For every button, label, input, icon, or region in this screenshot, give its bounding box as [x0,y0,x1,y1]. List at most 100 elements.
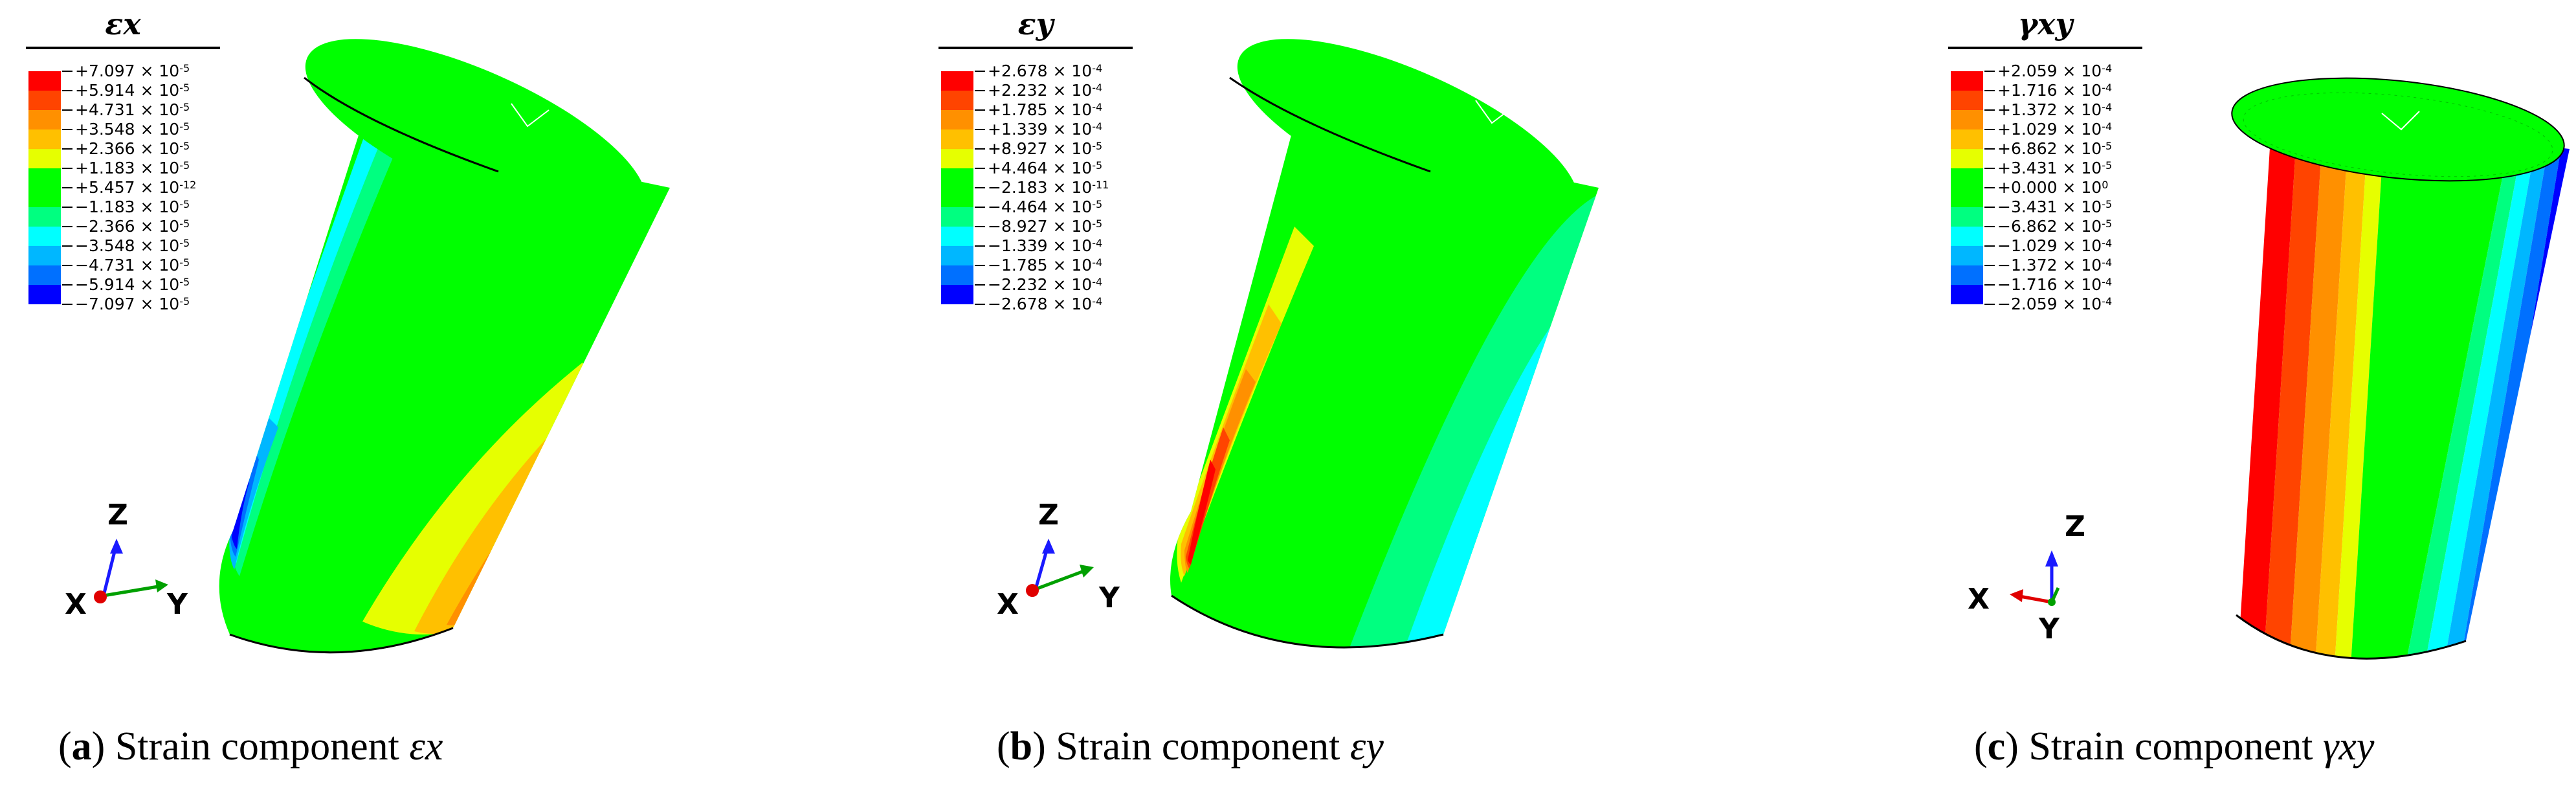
legend-value: +2.366 × 10-5 [75,139,190,158]
legend-rule [26,47,220,49]
legend-tick [975,304,985,305]
legend-value-exponent: -4 [1092,256,1103,269]
legend-swatch [941,227,973,246]
legend-tick [62,226,72,227]
legend-tick [62,284,72,286]
legend-swatch [941,149,973,168]
caption-symbol: εx [409,724,443,769]
legend-swatch [1951,285,1983,304]
legend-value: −7.097 × 10-5 [75,295,190,313]
legend-tick [975,284,985,286]
legend-value-mantissa: −3.548 [75,236,135,255]
legend-value: +3.431 × 10-5 [1997,159,2113,177]
legend-swatch [941,246,973,265]
legend-tick [1984,109,1995,111]
legend-value-mantissa: −4.731 [75,256,135,275]
legend-tick [62,168,72,169]
legend-tick [1984,71,1995,72]
legend-value-exponent: -4 [1092,120,1103,133]
legend-value-exponent: -5 [2102,218,2113,230]
legend-value: +2.232 × 10-4 [988,81,1103,100]
legend-value-exponent: -5 [1092,159,1103,172]
legend-swatch [1951,110,1983,129]
legend-tick [62,129,72,130]
legend-value-exponent: -4 [2102,256,2113,269]
legend-value-mantissa: −1.183 [75,197,135,216]
legend-value: −8.927 × 10-5 [988,217,1103,236]
legend-value: −1.785 × 10-4 [988,256,1103,275]
caption-symbol: γxy [2322,724,2375,769]
legend-swatch [28,110,61,129]
legend-value: +6.862 × 10-5 [1997,139,2113,158]
legend-value: −6.862 × 10-5 [1997,217,2113,236]
legend-value: −4.464 × 10-5 [988,197,1103,216]
legend-value: −4.731 × 10-5 [75,256,190,275]
legend-value: −3.548 × 10-5 [75,236,190,255]
legend-value-mantissa: +2.059 [1997,62,2058,80]
legend-value-exponent: -4 [2102,62,2113,74]
legend-swatch [28,168,61,188]
legend-value-exponent: -5 [179,62,190,74]
caption-text: Strain component [2018,724,2323,769]
legend-value-exponent: -5 [179,159,190,172]
legend-value: +1.716 × 10-4 [1997,81,2113,100]
legend-swatch [28,71,61,91]
legend-value-mantissa: −6.862 [1997,217,2058,236]
legend-value-mantissa: +1.339 [988,120,1048,139]
legend-value-mantissa: +2.678 [988,62,1048,80]
legend-swatch [28,227,61,246]
legend-value: −2.678 × 10-4 [988,295,1103,313]
legend-value: +4.464 × 10-5 [988,159,1103,177]
legend-swatch [28,149,61,168]
y-axis-label: Y [2038,612,2060,645]
legend-title: εx [105,6,141,41]
legend-value: +2.059 × 10-4 [1997,62,2113,80]
legend-tick [1984,129,1995,130]
legend-value-mantissa: −2.678 [988,295,1048,313]
legend-value: +1.785 × 10-4 [988,100,1103,119]
legend-value-mantissa: −2.366 [75,217,135,236]
legend-swatch [28,285,61,304]
legend-value: −1.339 × 10-4 [988,236,1103,255]
legend-value: +8.927 × 10-5 [988,139,1103,158]
legend-tick [62,265,72,266]
legend-value-exponent: -5 [179,82,190,94]
legend-value: +1.029 × 10-4 [1997,120,2113,139]
legend-tick [62,245,72,247]
legend-tick [975,148,985,150]
legend-tick [62,207,72,208]
legend-swatch [1951,188,1983,207]
legend-value-exponent: -5 [179,295,190,308]
axis-triad-c: Z X Y [1968,510,2085,645]
panel-b: εy +2.678 × 10-4 +2.232 × 10-4 +1.785 × 10… [919,0,1773,808]
legend-tick [975,265,985,266]
legend-rule [1948,47,2142,49]
legend-tick [62,148,72,150]
legend-value: −5.914 × 10-5 [75,275,190,294]
legend-tick [975,71,985,72]
legend-swatch [941,91,973,110]
legend-value-mantissa: +4.731 [75,100,135,119]
legend-value-exponent: -4 [1092,101,1103,113]
legend-value-mantissa: −5.914 [75,275,135,294]
legend-value-exponent: -4 [1092,237,1103,249]
legend-value: −3.431 × 10-5 [1997,197,2113,216]
legend-value-mantissa: −2.232 [988,275,1048,294]
strain-cylinder-c [2231,77,2570,660]
legend-value: +0.000 × 100 [1997,178,2109,197]
y-axis-label: Y [166,588,188,621]
panel-a: εx +7.097 × 10-5 +5.914 × 10-5 +4.731 × 10… [0,0,861,808]
legend-value: −1.029 × 10-4 [1997,236,2113,255]
caption-letter: c [1987,724,2006,769]
legend-swatch [1951,91,1983,110]
legend-value-exponent: -4 [1092,276,1103,288]
legend-tick [975,207,985,208]
legend-value-exponent: -5 [1092,218,1103,230]
caption-letter: a [71,724,92,769]
legend-value-exponent: -5 [1092,198,1103,210]
legend-value-exponent: -5 [179,276,190,288]
legend-swatch [1951,227,1983,246]
legend-swatch [941,265,973,285]
legend-value-mantissa: +4.464 [988,159,1048,177]
legend-value-exponent: -5 [1092,140,1103,152]
